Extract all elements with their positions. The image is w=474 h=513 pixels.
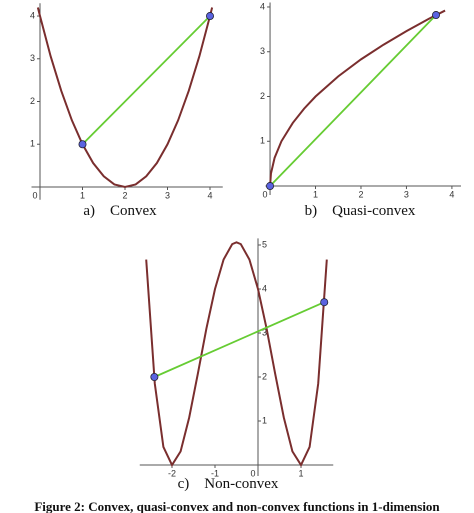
x-tick-label: -1 bbox=[211, 468, 219, 478]
chord-line bbox=[269, 14, 437, 187]
plot-area bbox=[145, 241, 328, 468]
y-tick-label: 3 bbox=[30, 53, 35, 63]
chord-line bbox=[81, 15, 211, 145]
x-tick-label: 1 bbox=[298, 468, 303, 478]
plot-area bbox=[269, 9, 446, 187]
x-tick-label: 0 bbox=[32, 190, 37, 200]
y-tick-label: 2 bbox=[30, 96, 35, 106]
y-tick-label: 1 bbox=[30, 139, 35, 149]
y-tick-label: 4 bbox=[260, 1, 265, 11]
point bbox=[205, 12, 214, 21]
point bbox=[431, 11, 440, 20]
y-tick-label: 2 bbox=[262, 371, 267, 381]
x-tick-label: -2 bbox=[168, 468, 176, 478]
x-tick-label: 3 bbox=[404, 189, 409, 199]
point bbox=[78, 140, 87, 149]
y-tick-label: 2 bbox=[260, 91, 265, 101]
x-tick-label: 3 bbox=[165, 190, 170, 200]
y-tick-label: 4 bbox=[30, 10, 35, 20]
x-tick-label: 1 bbox=[313, 189, 318, 199]
x-tick-label: 2 bbox=[358, 189, 363, 199]
y-tick-label: 4 bbox=[262, 283, 267, 293]
function-curve bbox=[269, 9, 446, 187]
point bbox=[266, 182, 275, 191]
chord-line bbox=[154, 301, 325, 378]
panel-caption: b) Quasi-convex bbox=[305, 203, 416, 219]
point bbox=[320, 298, 329, 307]
point bbox=[150, 372, 159, 381]
y-tick-label: 5 bbox=[262, 239, 267, 249]
x-tick-label: 4 bbox=[449, 189, 454, 199]
y-tick-label: 1 bbox=[260, 136, 265, 146]
function-curve bbox=[145, 241, 328, 468]
y-tick-label: 1 bbox=[262, 415, 267, 425]
x-tick-label: 2 bbox=[122, 190, 127, 200]
x-tick-label: 4 bbox=[207, 190, 212, 200]
panel-caption: a) Convex bbox=[83, 203, 157, 219]
panel-caption: c) Non-convex bbox=[178, 476, 279, 492]
y-tick-label: 3 bbox=[262, 327, 267, 337]
function-curve bbox=[36, 7, 214, 189]
y-tick-label: 3 bbox=[260, 46, 265, 56]
x-tick-label: 0 bbox=[250, 468, 255, 478]
x-tick-label: 1 bbox=[80, 190, 85, 200]
figure-caption: Figure 2: Convex, quasi-convex and non-c… bbox=[34, 499, 440, 513]
plot-area bbox=[36, 7, 214, 189]
x-tick-label: 0 bbox=[263, 189, 268, 199]
